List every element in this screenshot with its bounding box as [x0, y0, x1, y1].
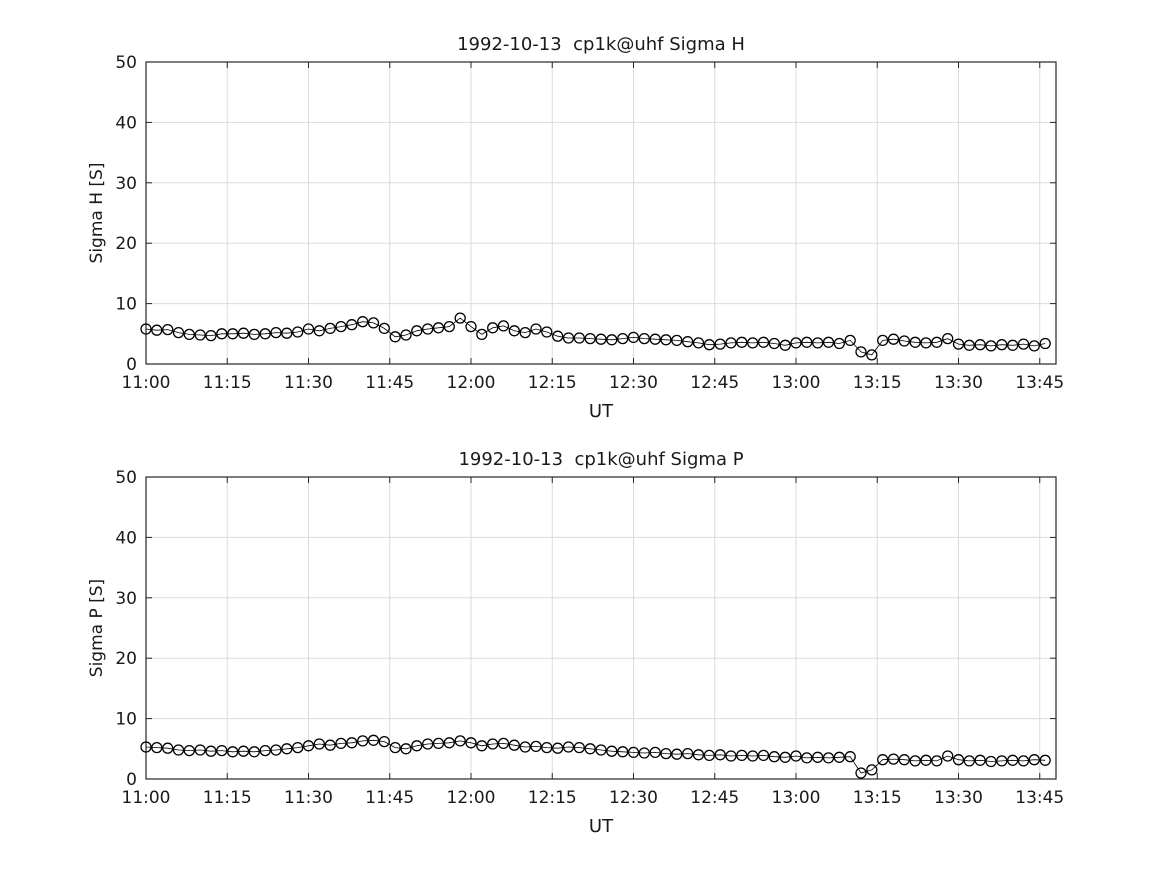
- y-tick-label: 0: [126, 355, 137, 375]
- x-tick-label: 12:15: [528, 788, 577, 808]
- chart-title-sigma-p: 1992-10-13 cp1k@uhf Sigma P: [458, 449, 744, 470]
- x-tick-label: 11:00: [122, 373, 171, 393]
- x-tick-label: 12:00: [447, 788, 496, 808]
- x-tick-label: 11:30: [284, 373, 333, 393]
- y-tick-label: 50: [115, 468, 137, 488]
- x-tick-label: 12:30: [609, 788, 658, 808]
- subplot-sigma-h: 11:00 11:15 11:30 11:45 12:00 12:15 12:30 12:45…: [115, 53, 1064, 393]
- y-tick-label: 30: [115, 589, 137, 609]
- x-tick-label: 13:45: [1015, 373, 1064, 393]
- y-axis-label-sigma-h: Sigma H [S]: [87, 162, 107, 264]
- x-tick-label: 11:15: [203, 788, 252, 808]
- x-tick-label: 13:30: [934, 373, 983, 393]
- y-tick-label: 40: [115, 113, 137, 133]
- x-tick-label: 12:45: [690, 373, 739, 393]
- x-tick-label: 13:15: [853, 373, 902, 393]
- x-tick-label: 13:00: [772, 788, 821, 808]
- x-tick-label: 11:15: [203, 373, 252, 393]
- y-tick-label: 50: [115, 53, 137, 73]
- x-tick-label: 12:15: [528, 373, 577, 393]
- y-tick-label: 10: [115, 295, 137, 315]
- x-tick-label: 12:30: [609, 373, 658, 393]
- x-tick-label: 13:30: [934, 788, 983, 808]
- x-tick-label: 13:00: [772, 373, 821, 393]
- x-axis-label-ut-top: UT: [588, 401, 614, 422]
- x-tick-label: 12:45: [690, 788, 739, 808]
- x-tick-label: 13:45: [1015, 788, 1064, 808]
- y-tick-label: 40: [115, 528, 137, 548]
- subplot-sigma-p: 11:00 11:15 11:30 11:45 12:00 12:15 12:30 12:45…: [115, 468, 1064, 808]
- y-tick-label: 0: [126, 770, 137, 790]
- x-tick-label: 11:45: [365, 373, 414, 393]
- y-tick-label: 10: [115, 710, 137, 730]
- x-tick-label: 11:30: [284, 788, 333, 808]
- x-tick-label: 11:00: [122, 788, 171, 808]
- x-tick-label: 13:15: [853, 788, 902, 808]
- x-axis-label-ut-bottom: UT: [588, 816, 614, 837]
- y-tick-label: 20: [115, 649, 137, 669]
- y-tick-label: 20: [115, 234, 137, 254]
- x-tick-label: 12:00: [447, 373, 496, 393]
- y-axis-label-sigma-p: Sigma P [S]: [87, 578, 107, 678]
- chart-title-sigma-h: 1992-10-13 cp1k@uhf Sigma H: [457, 34, 745, 55]
- x-tick-label: 11:45: [365, 788, 414, 808]
- y-tick-label: 30: [115, 174, 137, 194]
